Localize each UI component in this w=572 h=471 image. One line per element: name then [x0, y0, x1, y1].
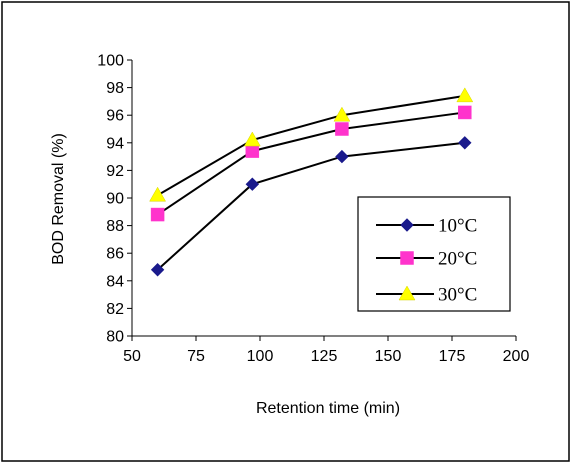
data-point-2 — [333, 106, 351, 122]
legend-marker — [400, 251, 414, 265]
series-line-2 — [157, 94, 465, 197]
data-point-2 — [149, 186, 167, 202]
data-point-0 — [245, 177, 260, 191]
x-tick-label: 100 — [247, 348, 274, 365]
y-axis-label: BOD Removal (%) — [50, 133, 67, 265]
y-tick-label: 98 — [106, 80, 124, 97]
y-tick-label: 92 — [106, 163, 124, 180]
data-point-0 — [150, 263, 165, 277]
x-tick-label: 200 — [503, 348, 530, 365]
series-line-0 — [156, 141, 465, 271]
x-tick-label: 125 — [311, 348, 338, 365]
data-point-2 — [243, 131, 261, 147]
legend-label: 20°C — [438, 249, 477, 270]
y-tick-label: 94 — [106, 135, 124, 152]
x-tick-label: 175 — [439, 348, 466, 365]
y-tick-label: 84 — [106, 273, 124, 290]
data-point-1 — [245, 144, 260, 158]
x-tick-label: 150 — [375, 348, 402, 365]
legend-marker — [400, 218, 414, 232]
series-line-1 — [157, 111, 465, 216]
y-tick-label: 86 — [106, 246, 124, 263]
y-tick-label: 82 — [106, 301, 124, 318]
plot-marks: 80 82 84 86 88 90 92 94 96 98 100 50 75 100 125 150 175 2… — [97, 53, 529, 366]
x-tick-label: 75 — [187, 348, 205, 365]
y-tick-label: 80 — [106, 329, 124, 346]
data-point-2 — [456, 87, 474, 103]
legend-label: 30°C — [438, 285, 477, 306]
y-tick-label: 100 — [97, 53, 124, 70]
x-axis-label: Retention time (min) — [256, 400, 400, 417]
data-point-0 — [335, 149, 349, 164]
y-tick-label: 96 — [106, 108, 124, 125]
legend-box — [357, 196, 511, 312]
legend-marker — [398, 285, 416, 301]
data-point-1 — [335, 122, 349, 136]
legend: 10°C 20°C 30°C — [357, 196, 511, 312]
legend-label: 10°C — [438, 216, 477, 237]
x-tick-label: 50 — [123, 348, 141, 365]
y-tick-label: 90 — [106, 191, 124, 208]
data-point-0 — [458, 136, 472, 150]
y-tick-label: 88 — [106, 218, 124, 235]
data-point-1 — [150, 207, 165, 222]
data-point-1 — [458, 105, 472, 120]
